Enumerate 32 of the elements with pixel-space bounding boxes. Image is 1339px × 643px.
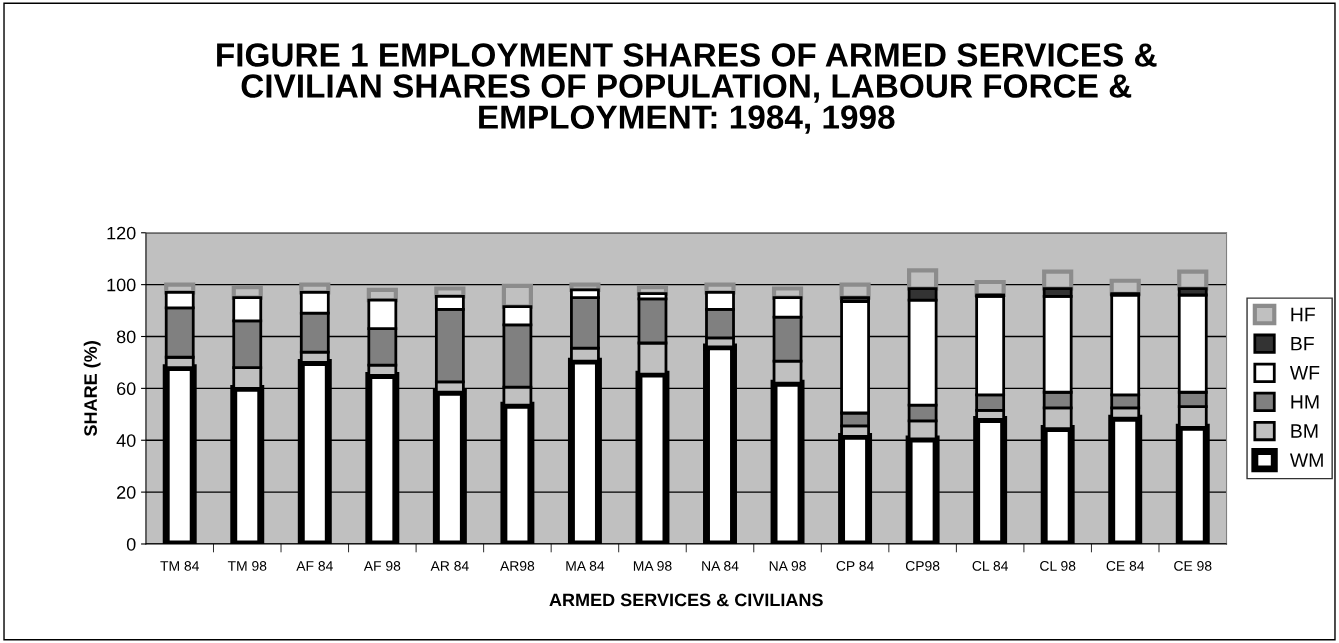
legend-label: BF xyxy=(1291,336,1314,351)
x-tick-label: CP 84 xyxy=(836,561,874,571)
x-tick-label: MA 84 xyxy=(566,561,605,571)
legend-label: WM xyxy=(1289,453,1323,467)
legend-label: BM xyxy=(1291,424,1318,438)
x-tick-label: AR 84 xyxy=(430,561,469,571)
x-tick-label: MA 98 xyxy=(633,561,672,571)
legend-label: WF xyxy=(1289,366,1320,380)
chart-title: FIGURE 1 EMPLOYMENT SHARES OF ARMED SERVICES & CIVILIAN SHARES OF POPULATION, LABOUR FORCE & EMPLOYMENT: 1984, 1998 xyxy=(217,43,1157,134)
x-tick-label: AF 84 xyxy=(296,561,333,571)
y-tick-label: 100 xyxy=(107,278,136,292)
x-tick-label: NA 84 xyxy=(702,561,739,571)
x-tick-label: TM 84 xyxy=(160,561,199,571)
x-tick-label: AF 98 xyxy=(363,561,401,571)
x-tick-label: CP98 xyxy=(905,561,940,571)
y-tick-label: 60 xyxy=(117,382,136,396)
y-axis-title: SHARE (%) xyxy=(83,341,101,436)
y-tick-label: 80 xyxy=(116,330,136,344)
x-tick-label: NA 98 xyxy=(769,561,806,571)
x-tick-label: AR98 xyxy=(500,561,535,571)
x-tick-label: TM 98 xyxy=(227,561,267,571)
legend-label: HF xyxy=(1291,307,1315,322)
y-tick-label: 120 xyxy=(107,226,136,240)
y-tick-label: 20 xyxy=(117,486,136,499)
x-tick-label: CL 84 xyxy=(972,561,1009,571)
legend-label: HM xyxy=(1291,395,1319,409)
x-tick-label: CE 84 xyxy=(1106,561,1145,571)
x-tick-label: CE 98 xyxy=(1174,561,1212,571)
y-tick-label: 0 xyxy=(126,537,136,551)
x-tick-label: CL 98 xyxy=(1040,561,1076,571)
x-axis-title: ARMED SERVICES & CIVILIANS xyxy=(549,593,823,607)
y-tick-label: 40 xyxy=(116,434,136,447)
